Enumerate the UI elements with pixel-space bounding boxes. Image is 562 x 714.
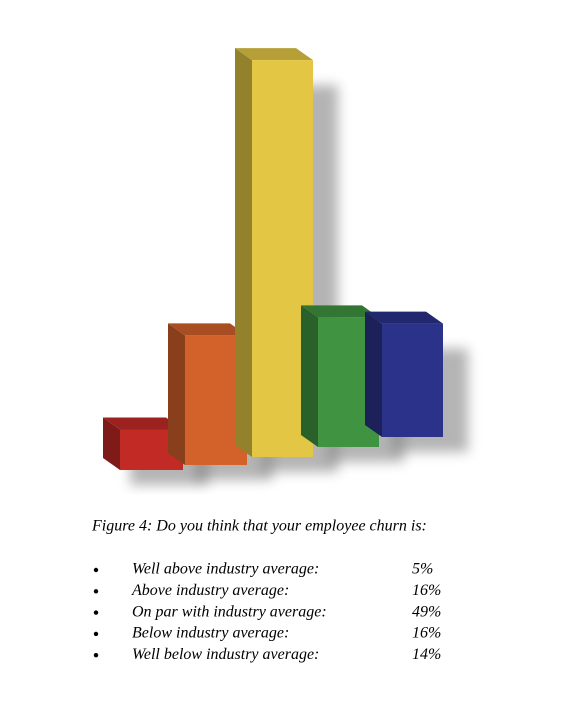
- category-label: Well below industry average:: [132, 646, 319, 663]
- bar-side: [365, 311, 382, 437]
- value-label: 14%: [412, 646, 441, 663]
- bar: [382, 323, 443, 437]
- bar-side: [168, 323, 185, 465]
- bar-top: [301, 305, 379, 318]
- value-label: 5%: [412, 561, 433, 578]
- caption: Figure 4: Do you think that your employe…: [91, 518, 427, 535]
- bar-top: [168, 323, 247, 336]
- category-label: Well above industry average:: [132, 561, 319, 578]
- bar-side: [103, 417, 120, 470]
- bullet: [93, 610, 99, 615]
- category-label: Above industry average:: [131, 582, 289, 599]
- value-label: 16%: [412, 625, 441, 642]
- bar-side: [235, 48, 252, 457]
- bullet: [93, 589, 99, 594]
- value-label: 16%: [412, 582, 441, 599]
- bar-top: [235, 48, 313, 61]
- bar-top: [103, 417, 183, 430]
- bullet: [93, 653, 99, 658]
- category-label: On par with industry average:: [132, 603, 327, 620]
- bullet: [93, 631, 99, 637]
- category-label: Below industry average:: [132, 625, 289, 642]
- value-label: 49%: [412, 603, 441, 620]
- bar-top: [365, 311, 443, 324]
- response-list: Well above industry average: 5% Above indu…: [93, 561, 441, 663]
- bullet: [93, 567, 99, 573]
- bar-side: [301, 305, 318, 447]
- bars: [103, 48, 468, 485]
